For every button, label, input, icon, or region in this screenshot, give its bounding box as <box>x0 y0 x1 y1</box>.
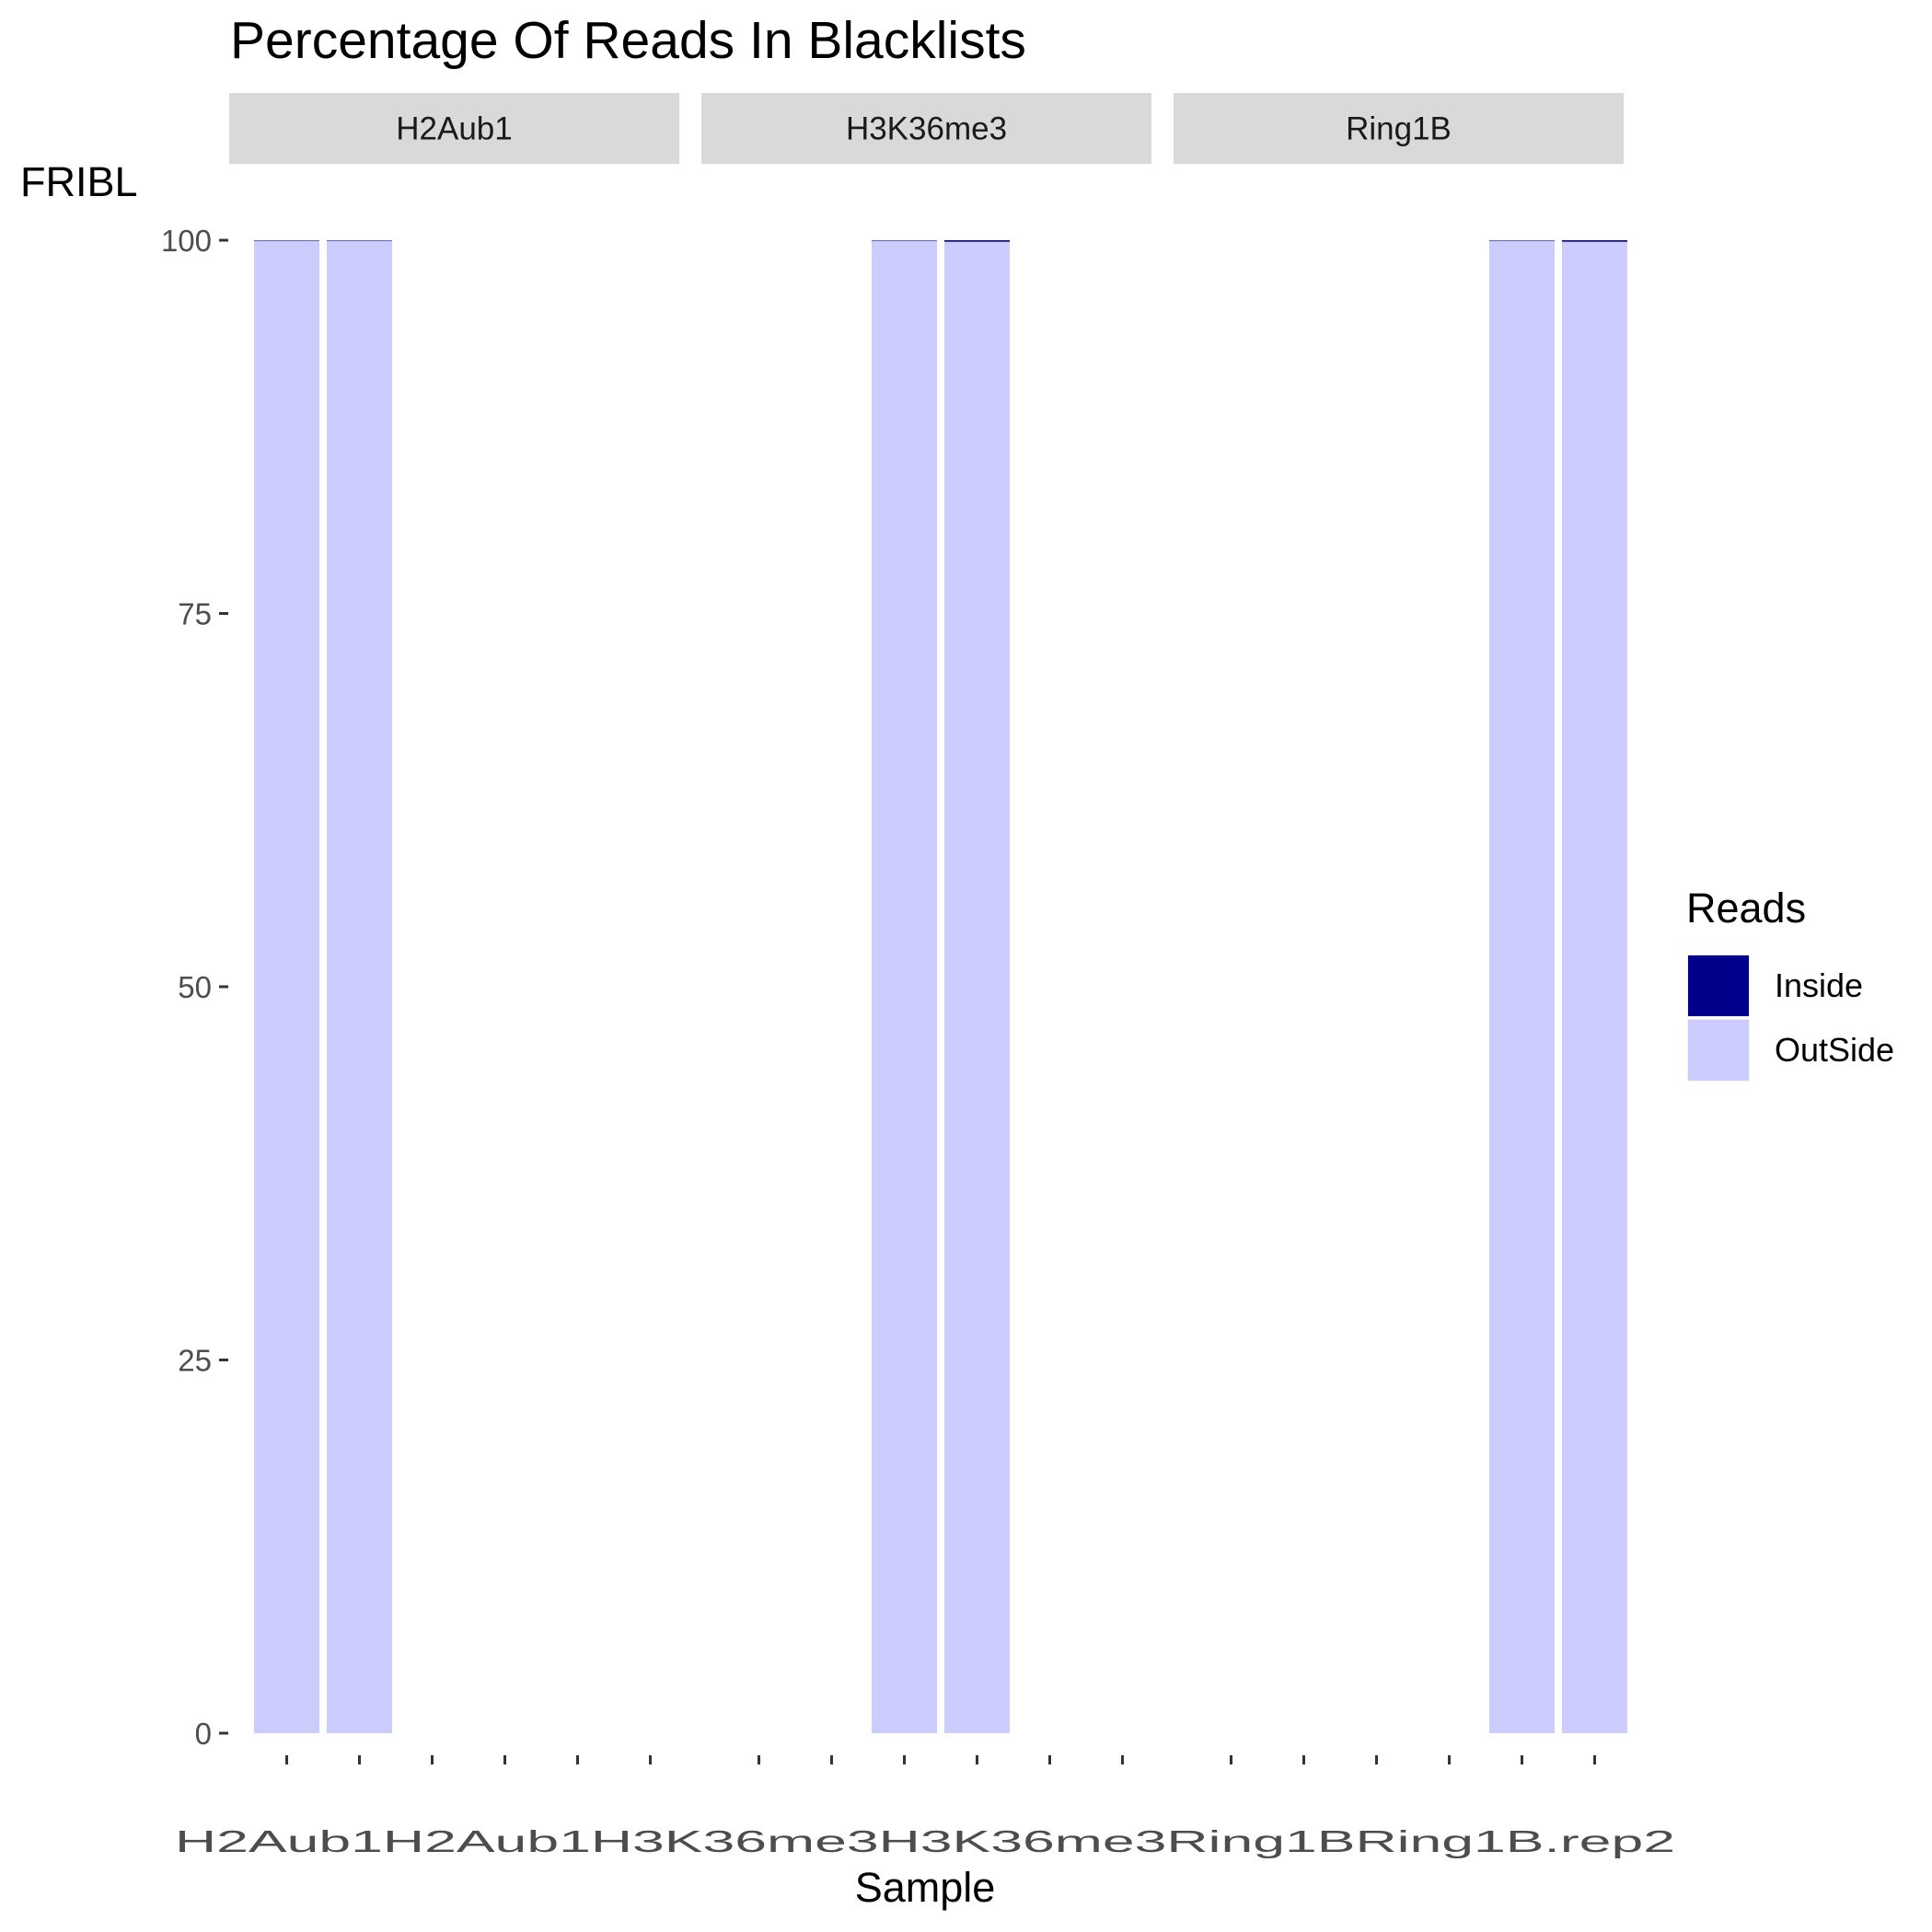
bar-inside <box>1489 240 1555 241</box>
plot-area: 0 25 50 75 100 H2Aub1 H3K36me3 Ring1B H2Aub1H2Au… <box>161 93 1675 1858</box>
facet-strip <box>229 93 679 164</box>
y-tick-label: 100 <box>161 224 212 258</box>
bar-inside <box>872 240 937 241</box>
bar-inside <box>944 240 1010 242</box>
bar-outside <box>1489 240 1555 1734</box>
bar-outside <box>327 240 392 1733</box>
facet-strip <box>1174 93 1624 164</box>
legend-swatch-inside <box>1688 955 1749 1016</box>
x-axis-title: Sample <box>855 1864 996 1911</box>
facet-strip <box>701 93 1151 164</box>
y-tick-label: 75 <box>178 597 212 631</box>
bar-outside <box>1562 241 1627 1733</box>
x-tick-labels: H2Aub1H2Aub1H3K36me3H3K36me3Ring1BRing1B… <box>175 1824 1675 1858</box>
facet-strip-label: Ring1B <box>1346 111 1452 147</box>
bar-outside <box>872 240 937 1734</box>
legend-label-inside: Inside <box>1775 966 1863 1004</box>
bar-inside <box>1562 240 1627 242</box>
chart-title: Percentage Of Reads In Blacklists <box>230 11 1026 70</box>
legend-label-outside: OutSide <box>1775 1031 1894 1069</box>
y-tick-label: 25 <box>178 1344 212 1378</box>
bar-inside <box>254 240 319 241</box>
bar-outside <box>254 240 319 1733</box>
y-tick-label: 50 <box>178 970 212 1004</box>
legend-title: Reads <box>1686 885 1806 931</box>
bar-outside <box>944 241 1010 1733</box>
bar-inside <box>327 240 392 241</box>
legend-swatch-outside <box>1688 1020 1749 1081</box>
facet-strip-label: H3K36me3 <box>846 111 1007 147</box>
legend: Reads Inside OutSide <box>1686 885 1894 1082</box>
y-axis-title: FRIBL <box>20 158 138 205</box>
facet-strip-label: H2Aub1 <box>396 111 512 147</box>
y-tick-label: 0 <box>195 1717 212 1751</box>
